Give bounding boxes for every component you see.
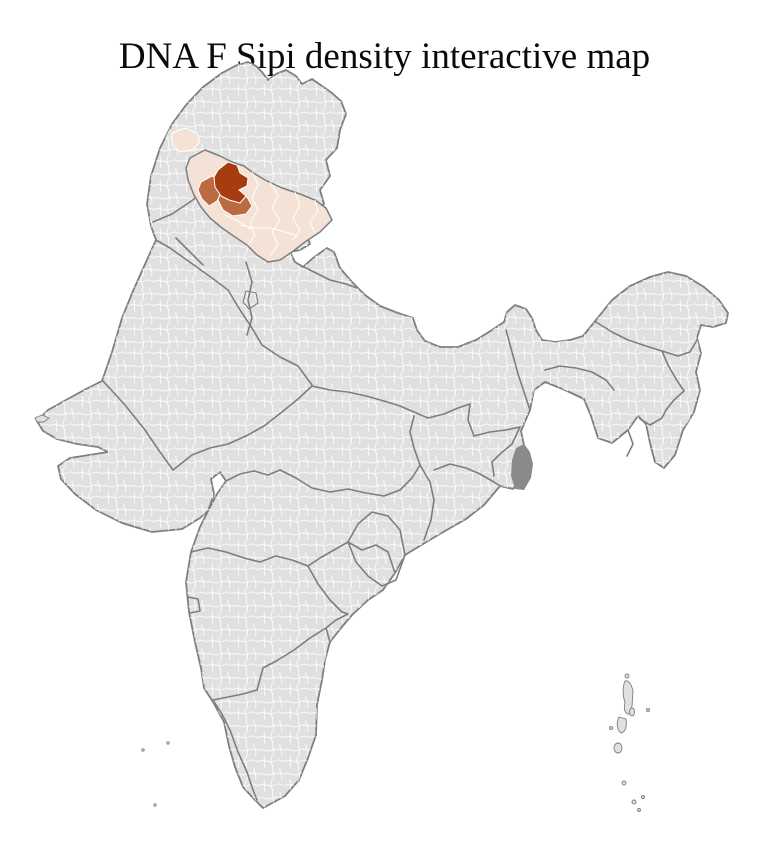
delta-dense-boundary-patch (511, 444, 533, 490)
islands-group (34, 414, 650, 812)
kutch-islet (34, 414, 50, 423)
lakshadweep-islet (153, 803, 157, 807)
nicobar-islet (637, 808, 641, 812)
mainland-group (36, 61, 729, 809)
district-high-density[interactable] (213, 161, 249, 204)
lakshadweep-islet (166, 741, 170, 745)
nicobar-islet (641, 795, 645, 799)
andaman-islet (624, 673, 630, 679)
state-borders (102, 162, 698, 801)
cluster-district-borders (224, 171, 319, 257)
andaman-islet (646, 708, 650, 712)
andaman-island-south (616, 716, 627, 734)
little-andaman-island (613, 742, 623, 754)
district-low-density-kashmir[interactable] (171, 127, 201, 153)
andaman-island (629, 707, 635, 717)
district-mesh-overlay (37, 62, 728, 808)
lakshadweep-islet (141, 748, 145, 752)
andaman-islet (609, 726, 613, 730)
nicobar-islet (621, 780, 627, 786)
page-title: DNA F Sipi density interactive map (118, 35, 651, 77)
nicobar-islet (631, 799, 637, 805)
